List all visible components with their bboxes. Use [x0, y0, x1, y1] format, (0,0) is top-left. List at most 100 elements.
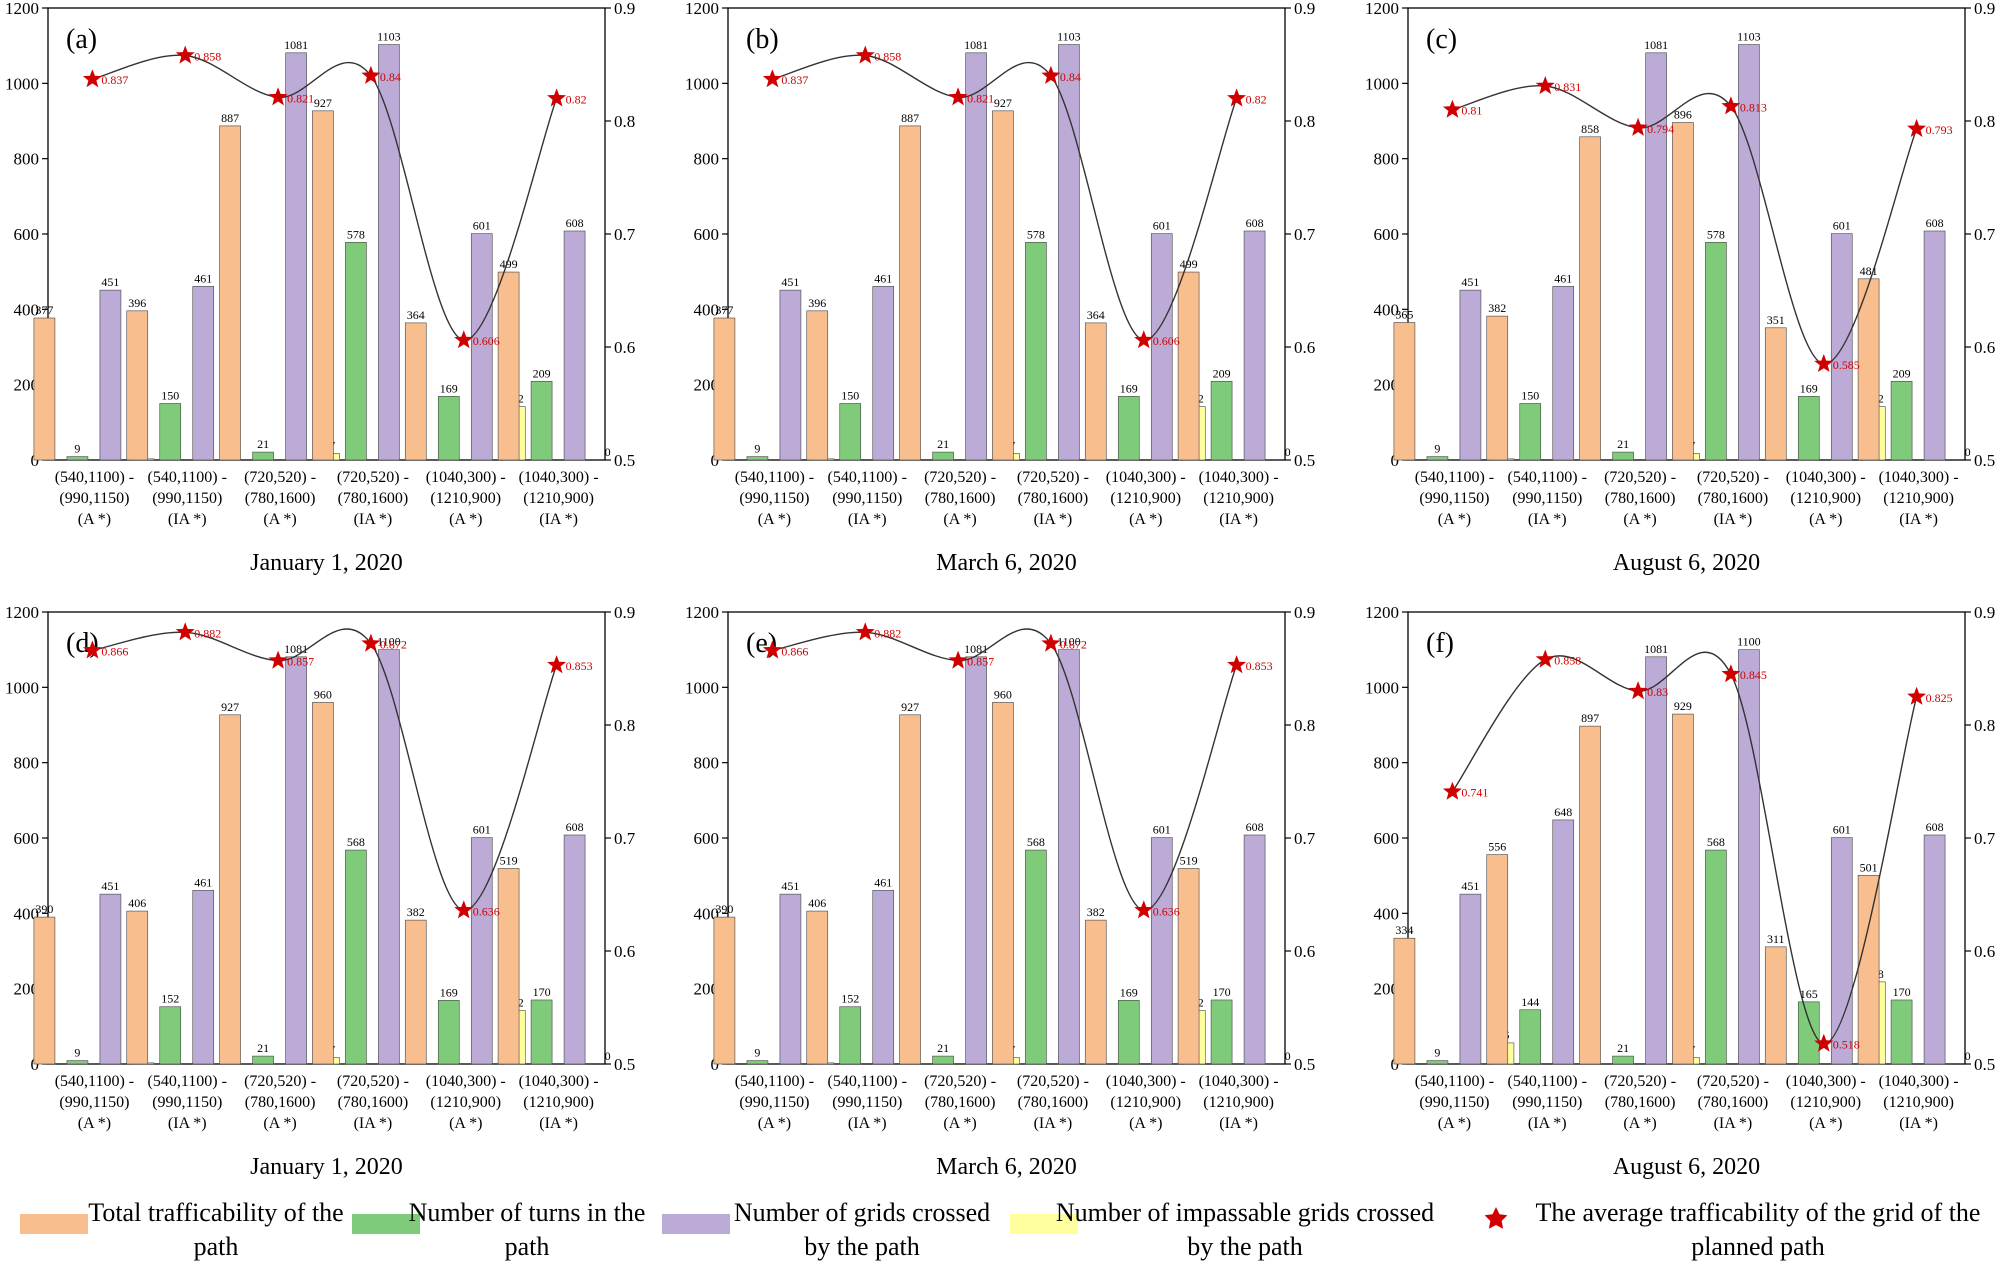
x-tick-label: (720,520) -: [244, 1073, 316, 1090]
bar-total: [404, 322, 427, 461]
x-tick-label: (A *): [943, 1115, 976, 1132]
x-tick-label: (1040,300) -: [1786, 469, 1866, 486]
bar-turns-label: 209: [1213, 366, 1231, 380]
bar-grids-label: 1100: [1737, 635, 1761, 649]
bar-total: [899, 714, 921, 1065]
x-tick-label: (1210,900): [1203, 490, 1274, 507]
trafficability-label: 0.866: [781, 644, 808, 658]
bar-grids-label: 1081: [964, 38, 988, 52]
bar-grids: [1243, 834, 1266, 1065]
y-tick-label: 200: [14, 376, 40, 395]
bar-turns-label: 9: [754, 1046, 760, 1060]
bar-turns: [530, 999, 553, 1065]
trafficability-label: 0.837: [101, 73, 128, 87]
x-tick-label: (1040,300) -: [519, 1073, 599, 1090]
bar-impassable-label: 0: [1285, 445, 1291, 459]
legend-swatch-turns: [352, 1214, 420, 1234]
x-tick-label: (540,1100) -: [1415, 1073, 1494, 1090]
bar-grids-label: 601: [1833, 823, 1851, 837]
x-tick-label: (IA *): [1528, 1115, 1567, 1132]
panel-caption: March 6, 2020: [936, 1154, 1077, 1180]
bar-turns-label: 150: [161, 389, 179, 403]
x-tick-label: (A *): [1129, 511, 1162, 528]
trafficability-label: 0.857: [967, 655, 994, 669]
chart-panel-b: 0 200 400 600 800 1000 1200 0.5 0.6 0.7 0.8 0.9 (b) 3…: [685, 0, 1316, 576]
bar-turns-label: 578: [1027, 227, 1045, 241]
y-tick-label: 0: [711, 451, 720, 470]
y-tick-label: 800: [694, 754, 720, 773]
trafficability-label: 0.81: [1461, 104, 1482, 118]
bar-grids: [1150, 233, 1173, 461]
trafficability-star: [547, 655, 567, 674]
x-tick-label: (540,1100) -: [55, 1073, 134, 1090]
bar-grids: [1552, 819, 1575, 1065]
y2-tick-label: 0.5: [614, 451, 635, 470]
bar-turns: [839, 403, 862, 461]
bar-turns-label: 21: [937, 437, 949, 451]
trafficability-star: [1628, 681, 1648, 700]
x-tick-label: (780,1600): [925, 1094, 996, 1111]
x-tick-label: (IA *): [1034, 511, 1073, 528]
bar-grids-label: 451: [101, 275, 119, 289]
bar-grids-label: 451: [781, 275, 799, 289]
y2-tick-label: 0.9: [614, 603, 635, 622]
trafficability-star: [1535, 76, 1555, 95]
bar-total: [1672, 713, 1694, 1065]
y-tick-label: 800: [1374, 150, 1400, 169]
panel-label: (b): [746, 24, 779, 55]
legend-item-total: Total trafficability of the path: [20, 1196, 344, 1261]
x-tick-label: (IA *): [539, 1115, 578, 1132]
bar-turns: [1612, 1055, 1634, 1065]
x-tick-label: (A *): [1438, 511, 1471, 528]
bar-turns-label: 568: [1707, 835, 1725, 849]
x-tick-label: (A *): [1129, 1115, 1162, 1132]
x-tick-label: (720,520) -: [1697, 1073, 1769, 1090]
y-tick-label: 200: [14, 980, 40, 999]
x-tick-label: (1040,300) -: [1786, 1073, 1866, 1090]
bar-turns-label: 9: [74, 442, 80, 456]
y-tick-label: 400: [1374, 300, 1400, 319]
bar-grids: [99, 289, 122, 461]
x-tick-label: (780,1600): [1018, 1094, 1089, 1111]
x-tick-label: (1210,900): [1790, 490, 1861, 507]
panel-caption: March 6, 2020: [936, 550, 1077, 576]
x-tick-label: (1040,300) -: [426, 1073, 506, 1090]
bar-turns-label: 209: [1893, 366, 1911, 380]
bar-grids: [1459, 893, 1482, 1065]
bar-grids-label: 461: [874, 271, 892, 285]
y-tick-label: 1200: [1365, 603, 1399, 622]
x-tick-label: (1040,300) -: [1879, 1073, 1959, 1090]
bar-grids-label: 1100: [377, 635, 401, 649]
bar-total-label: 382: [407, 905, 425, 919]
bar-total: [126, 910, 149, 1065]
trafficability-star: [762, 69, 782, 88]
bar-total-label: 382: [1488, 301, 1506, 315]
trafficability-label: 0.857: [287, 655, 314, 669]
y-tick-label: 1200: [5, 0, 39, 18]
bar-impassable-label: 0: [605, 445, 611, 459]
y-tick-label: 600: [1374, 829, 1400, 848]
bar-grids: [1830, 233, 1853, 461]
x-tick-label: (1040,300) -: [426, 469, 506, 486]
bar-grids-label: 608: [1246, 820, 1264, 834]
bar-grids: [563, 230, 586, 461]
bar-total: [1857, 874, 1880, 1065]
trafficability-star: [855, 622, 875, 641]
y2-tick-label: 0.7: [1294, 829, 1316, 848]
trafficability-star: [1721, 664, 1741, 683]
bar-turns: [1705, 241, 1727, 461]
y-tick-label: 400: [14, 904, 40, 923]
y2-tick-label: 0.8: [1294, 112, 1315, 131]
bar-grids: [1923, 834, 1946, 1065]
bar-grids-label: 451: [781, 879, 799, 893]
bar-total: [1084, 919, 1107, 1065]
trafficability-label: 0.84: [380, 70, 401, 84]
y2-tick-label: 0.6: [614, 338, 635, 357]
bar-grids: [192, 286, 215, 461]
x-tick-label: (540,1100) -: [55, 469, 134, 486]
x-tick-label: (IA *): [848, 1115, 887, 1132]
bar-grids-label: 461: [1554, 271, 1572, 285]
bar-total: [126, 310, 149, 461]
y-tick-label: 600: [694, 225, 720, 244]
bar-grids: [563, 834, 586, 1065]
